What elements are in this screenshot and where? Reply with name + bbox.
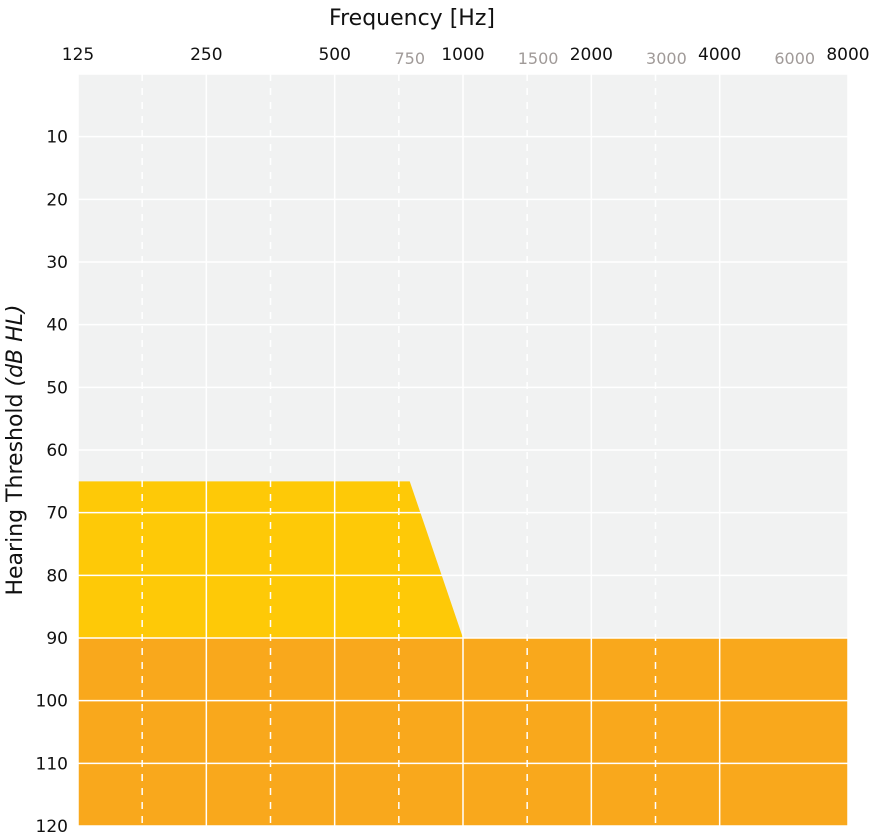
y-axis-title: Hearing Threshold (dB HL) [3,304,28,595]
y-tick-label: 40 [46,316,68,336]
y-tick-label: 50 [46,378,68,398]
y-tick-label: 20 [46,190,68,210]
y-tick-label: 90 [46,629,68,649]
y-tick-label: 120 [36,817,68,833]
x-tick-label: 8000 [826,45,869,65]
x-tick-label-minor: 3000 [646,49,687,68]
x-tick-label-minor: 1500 [518,49,559,68]
y-tick-label: 110 [36,754,68,774]
y-tick-label: 10 [46,128,68,148]
x-tick-label: 2000 [570,45,613,65]
x-tick-label: 1000 [441,45,484,65]
x-tick-label-minor: 6000 [774,49,815,68]
x-tick-label: 250 [190,45,222,65]
y-tick-label: 60 [46,441,68,461]
x-tick-label-minor: 750 [394,49,425,68]
y-tick-label: 80 [46,566,68,586]
x-tick-label: 4000 [698,45,741,65]
x-tick-label: 125 [62,45,94,65]
y-tick-label: 30 [46,253,68,273]
y-tick-label: 70 [46,504,68,524]
x-axis-title: Frequency [Hz] [329,6,495,31]
y-tick-label: 100 [36,692,68,712]
x-tick-label: 500 [318,45,350,65]
